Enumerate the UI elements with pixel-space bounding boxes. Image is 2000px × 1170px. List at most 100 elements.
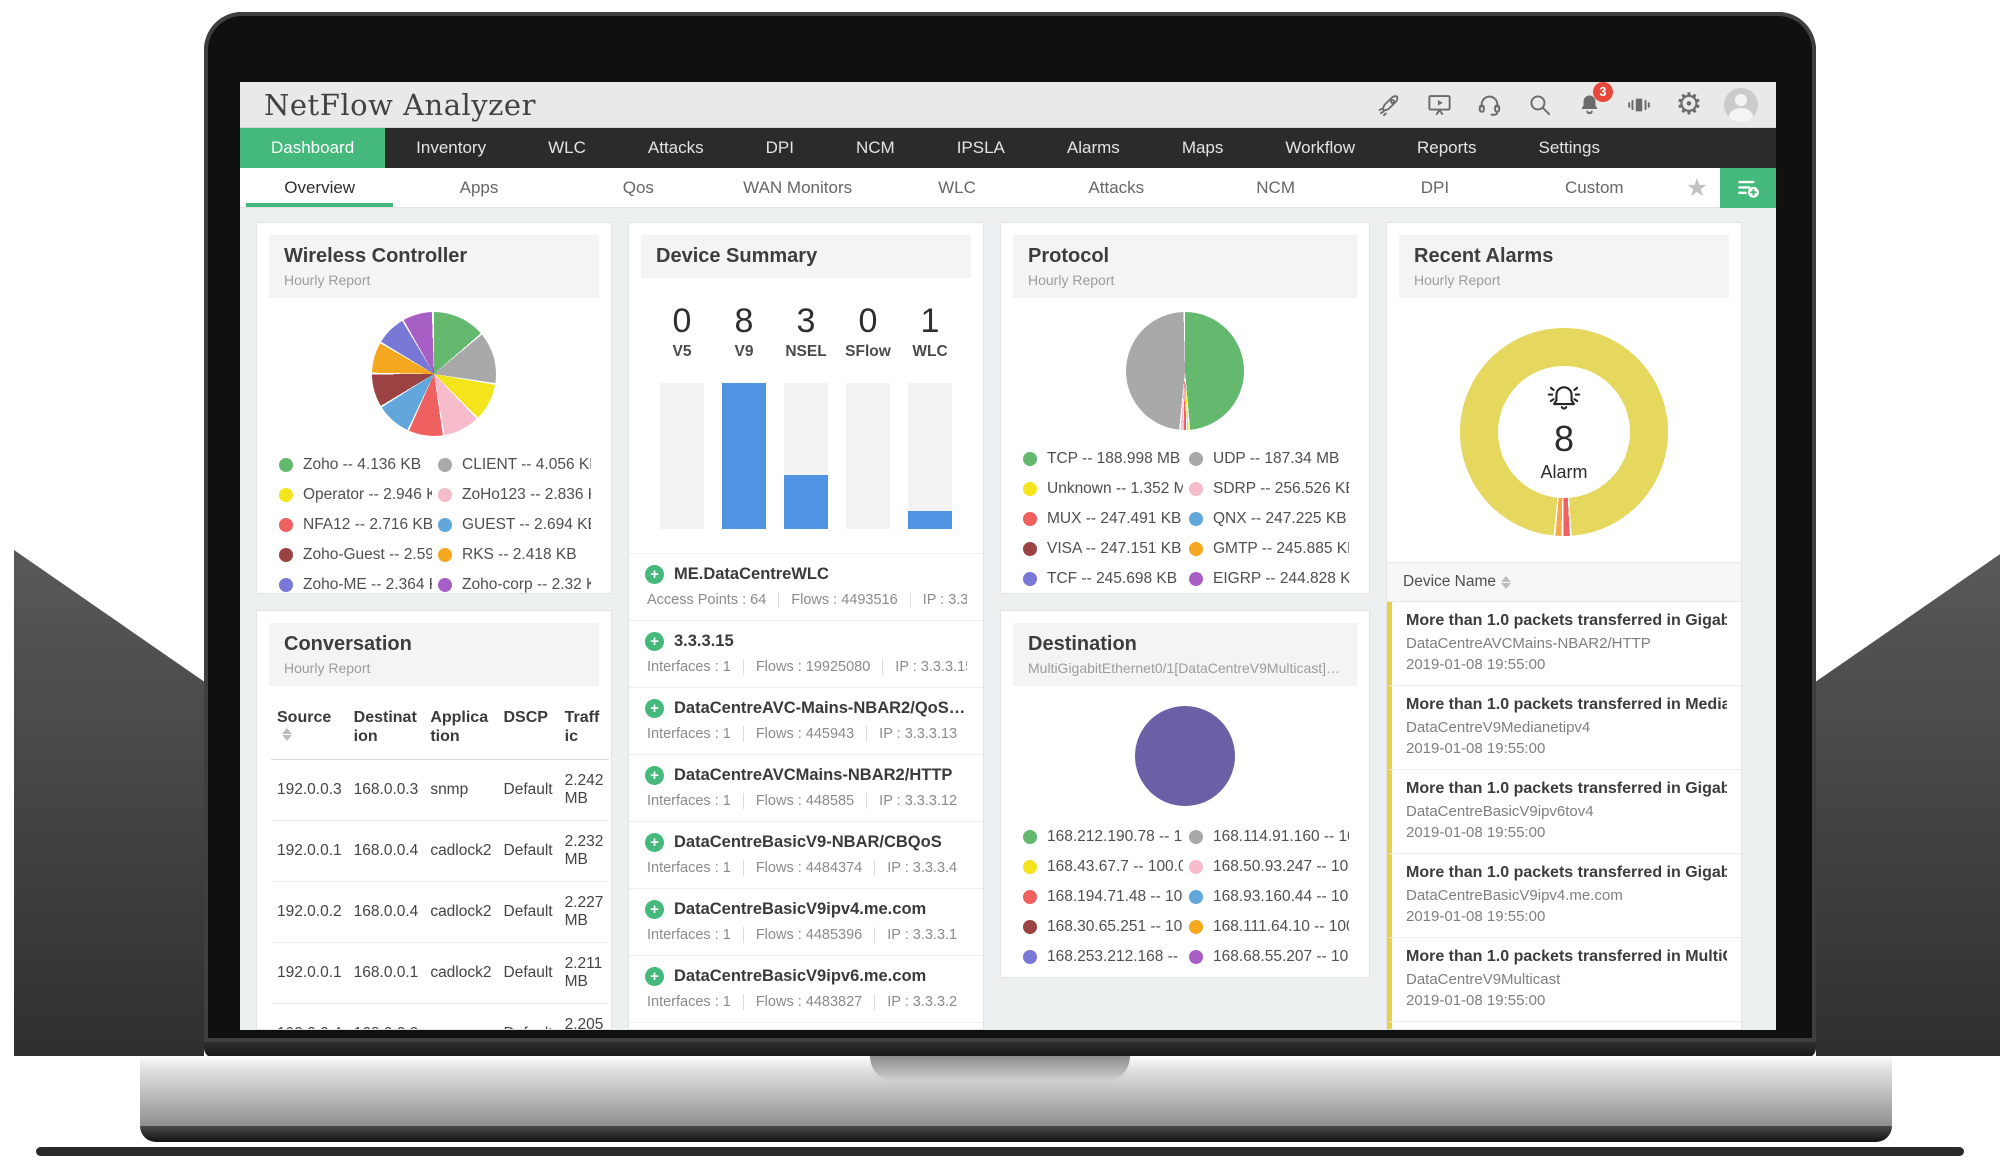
legend-item[interactable]: Zoho-corp -- 2.32 KB (438, 576, 591, 593)
legend-item[interactable]: GMTP -- 245.885 KB (1189, 540, 1349, 558)
subnav-item[interactable]: Apps (459, 177, 499, 197)
device-count[interactable]: 0 V5 (651, 302, 713, 361)
subnav-item[interactable]: Overview (240, 168, 399, 207)
nav-tab[interactable]: Inventory (416, 138, 487, 157)
table-row[interactable]: 192.0.0.2 168.0.0.4 cadlock2 Default 2.2… (271, 881, 610, 944)
legend-item[interactable]: QNX -- 247.225 KB (1189, 510, 1349, 528)
device-list-item[interactable]: DataCentreipV4Bi-ASA Interfaces : 1Flows… (629, 1022, 983, 1029)
legend-item[interactable]: 168.111.64.10 -- 100.0... (1189, 918, 1349, 936)
device-list-item[interactable]: DataCentreBasicV9-NBAR/CBQoS Interfaces … (629, 821, 983, 888)
support-headset-icon[interactable] (1474, 90, 1504, 120)
legend-item[interactable]: Zoho-Guest -- 2.592 KB (279, 546, 432, 564)
alarm-list-item[interactable]: More than 1.0 packets transferred in ASA… (1387, 1022, 1741, 1029)
training-video-icon[interactable] (1424, 90, 1454, 120)
wireless-pie-chart[interactable] (372, 312, 496, 436)
bar-track[interactable] (846, 383, 890, 529)
settings-gear-icon[interactable] (1674, 90, 1704, 120)
subnav-item[interactable]: WAN Monitors (743, 177, 853, 197)
bar-track[interactable] (722, 383, 766, 529)
legend-item[interactable]: 168.253.212.168 -- 10... (1023, 948, 1183, 966)
column-header[interactable]: DSCP (497, 698, 559, 761)
legend-item[interactable]: 168.93.160.44 -- 100.0... (1189, 888, 1349, 906)
user-avatar[interactable] (1724, 87, 1758, 122)
legend-item[interactable]: 168.114.91.160 -- 100.... (1189, 828, 1349, 846)
alarm-list-item[interactable]: More than 1.0 packets transferred in Gig… (1387, 854, 1741, 938)
add-dashboard-button[interactable] (1720, 167, 1776, 208)
bar-track[interactable] (908, 383, 952, 529)
legend-item[interactable]: ZoHo123 -- 2.836 KB (438, 486, 591, 504)
subnav-item[interactable]: Attacks (1088, 177, 1145, 197)
legend-item[interactable]: MUX -- 247.491 KB (1023, 510, 1183, 528)
legend-item[interactable]: Operator -- 2.946 KB (279, 486, 432, 504)
search-icon[interactable] (1524, 90, 1554, 120)
legend-item[interactable]: RKS -- 2.418 KB (438, 546, 591, 564)
legend-item[interactable]: Zoho -- 4.136 KB (279, 456, 432, 474)
products-switcher-icon[interactable] (1624, 90, 1654, 120)
alarm-list-item[interactable]: More than 1.0 packets transferred in Med… (1387, 686, 1741, 770)
legend-item[interactable]: CLIENT -- 4.056 KB (438, 456, 591, 474)
alarm-list-item[interactable]: More than 1.0 packets transferred in Gig… (1387, 770, 1741, 854)
subnav-item[interactable]: DPI (1420, 177, 1450, 197)
nav-tab[interactable]: DPI (765, 138, 794, 157)
alarm-list-item[interactable]: More than 1.0 packets transferred in Gig… (1387, 602, 1741, 686)
bar-track[interactable] (784, 383, 828, 529)
alarms-list-header[interactable]: Device Name (1387, 562, 1741, 602)
subnav-item[interactable]: Qos (622, 177, 654, 197)
legend-item[interactable]: 168.30.65.251 -- 100.0... (1023, 918, 1183, 936)
legend-item[interactable]: Zoho-ME -- 2.364 KB (279, 576, 432, 593)
table-row[interactable]: 192.0.0.4 168.0.0.2 snmp Default 2.205 M… (271, 1003, 610, 1029)
alarm-list-item[interactable]: More than 1.0 packets transferred in Mul… (1387, 938, 1741, 1022)
subnav-item[interactable]: Custom (1565, 177, 1624, 197)
column-header[interactable]: Application (424, 698, 498, 761)
legend-item[interactable]: UDP -- 187.34 MB (1189, 450, 1349, 468)
nav-tab[interactable]: WLC (548, 138, 586, 157)
subnav-item[interactable]: NCM (1256, 177, 1295, 197)
nav-tab[interactable]: Attacks (647, 138, 704, 157)
legend-item[interactable]: TCP -- 188.998 MB (1023, 450, 1183, 468)
legend-item[interactable]: 168.212.190.78 -- 100.... (1023, 828, 1183, 846)
destination-pie-chart[interactable] (1135, 706, 1235, 806)
nav-tab[interactable]: Settings (1538, 138, 1600, 157)
device-list-item[interactable]: DataCentreAVCMains-NBAR2/HTTP Interfaces… (629, 754, 983, 821)
device-list-item[interactable]: DataCentreBasicV9ipv4.me.com Interfaces … (629, 888, 983, 955)
bar-track[interactable] (660, 383, 704, 529)
table-row[interactable]: 192.0.0.1 168.0.0.4 cadlock2 Default 2.2… (271, 820, 610, 883)
legend-item[interactable]: 168.50.93.247 -- 100.0... (1189, 858, 1349, 876)
rocket-icon[interactable] (1374, 90, 1404, 120)
nav-tab[interactable]: Dashboard (240, 128, 386, 168)
column-header[interactable]: Traffic (558, 698, 610, 761)
protocol-pie-chart[interactable] (1126, 312, 1244, 430)
column-header[interactable]: Destination (347, 698, 425, 761)
legend-item[interactable]: EIGRP -- 244.828 KB (1189, 570, 1349, 588)
legend-item[interactable]: NFA12 -- 2.716 KB (279, 516, 432, 534)
alarms-donut-chart[interactable]: 8 Alarm (1460, 328, 1668, 536)
nav-tab[interactable]: Maps (1181, 138, 1224, 157)
legend-item[interactable]: TCF -- 245.698 KB (1023, 570, 1183, 588)
legend-item[interactable]: GUEST -- 2.694 KB (438, 516, 591, 534)
device-count[interactable]: 1 WLC (899, 302, 961, 361)
subnav-item[interactable]: WLC (938, 177, 976, 197)
device-count[interactable]: 0 SFlow (837, 302, 899, 361)
column-header[interactable]: Source (271, 698, 348, 761)
nav-tab[interactable]: Workflow (1285, 138, 1355, 157)
device-count[interactable]: 8 V9 (713, 302, 775, 361)
nav-tab[interactable]: Alarms (1066, 138, 1120, 157)
table-row[interactable]: 192.0.0.1 168.0.0.1 cadlock2 Default 2.2… (271, 942, 610, 1005)
nav-tab[interactable]: NCM (855, 138, 895, 157)
nav-tab[interactable]: Reports (1416, 138, 1477, 157)
device-list-item[interactable]: ME.DataCentreWLC Access Points : 64Flows… (629, 553, 983, 620)
legend-item[interactable]: 168.194.71.48 -- 100.0... (1023, 888, 1183, 906)
notifications-bell-icon[interactable]: 3 (1574, 82, 1613, 120)
favorite-star-icon[interactable] (1674, 173, 1720, 203)
device-count[interactable]: 3 NSEL (775, 302, 837, 361)
legend-item[interactable]: SDRP -- 256.526 KB (1189, 480, 1349, 498)
nav-tab[interactable]: IPSLA (956, 138, 1005, 157)
table-row[interactable]: 192.0.0.3 168.0.0.3 snmp Default 2.242 M… (271, 759, 610, 822)
legend-item[interactable]: 168.68.55.207 -- 100.0... (1189, 948, 1349, 966)
device-list-item[interactable]: DataCentreBasicV9ipv6.me.com Interfaces … (629, 955, 983, 1022)
legend-item[interactable]: VISA -- 247.151 KB (1023, 540, 1183, 558)
legend-item[interactable]: Unknown -- 1.352 MB (1023, 480, 1183, 498)
legend-item[interactable]: 168.43.67.7 -- 100.000 ... (1023, 858, 1183, 876)
device-list-item[interactable]: DataCentreAVC-Mains-NBAR2/QoS/ART Interf… (629, 687, 983, 754)
